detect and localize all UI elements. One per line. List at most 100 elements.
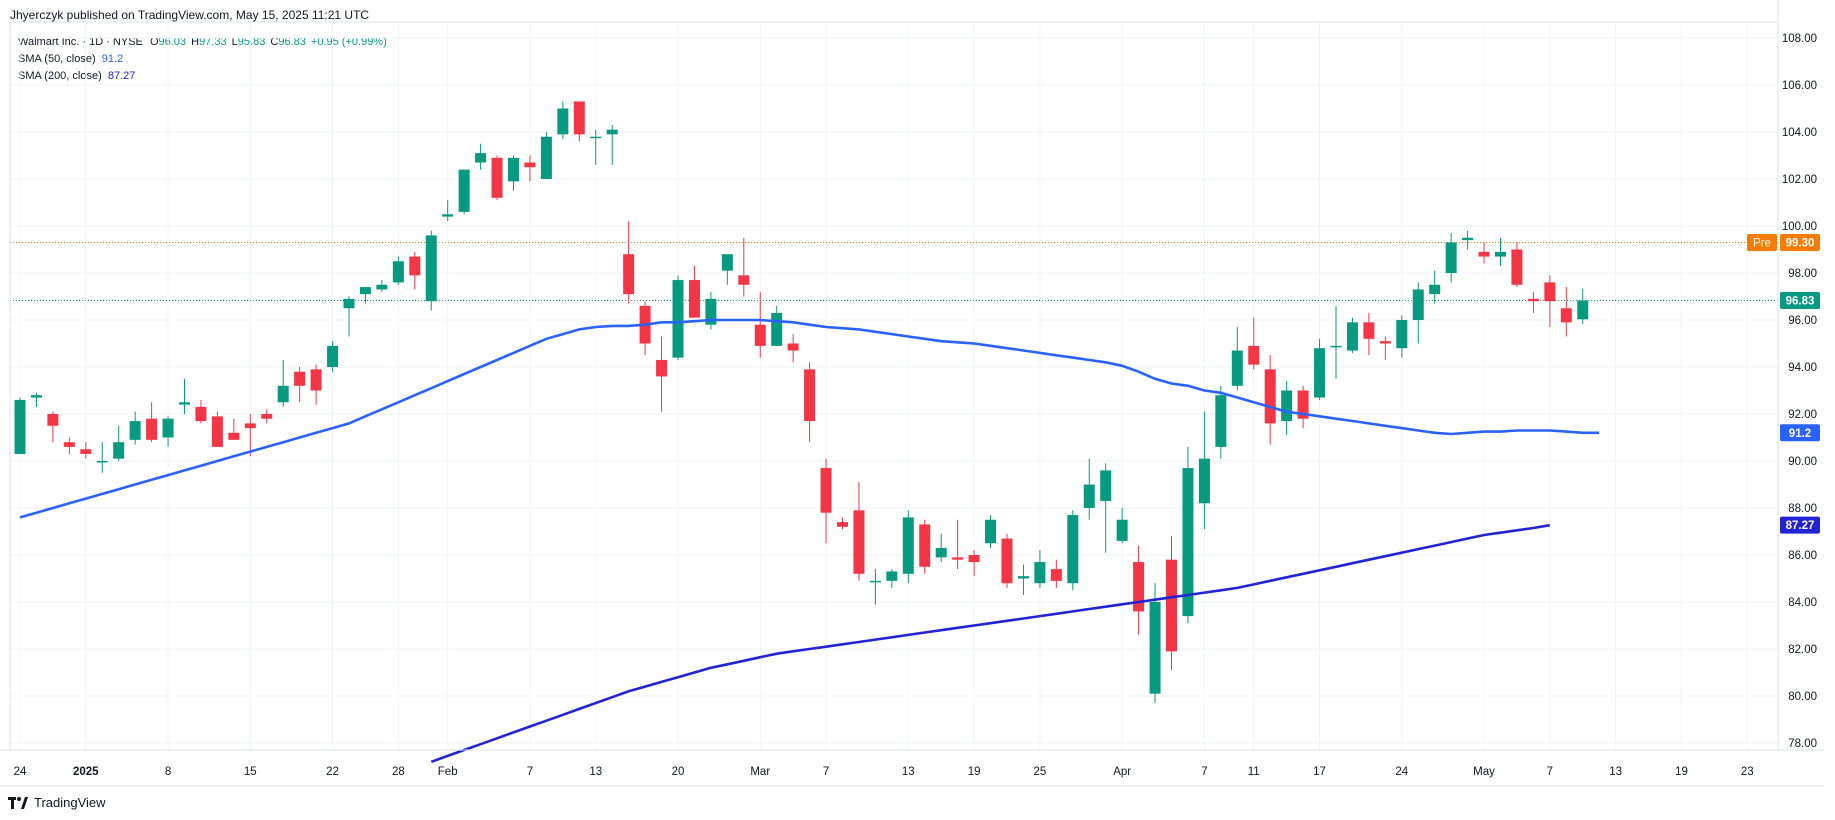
candle[interactable]: [787, 334, 799, 363]
candle[interactable]: [211, 411, 223, 447]
candle[interactable]: [1560, 287, 1572, 337]
candle[interactable]: [1281, 381, 1293, 436]
candle[interactable]: [606, 124, 618, 165]
candle[interactable]: [261, 409, 273, 424]
candle[interactable]: [738, 237, 750, 297]
candle[interactable]: [623, 221, 635, 304]
candle[interactable]: [968, 550, 980, 577]
candle[interactable]: [1149, 583, 1161, 704]
candle[interactable]: [1330, 305, 1342, 379]
candle[interactable]: [179, 378, 190, 414]
candle[interactable]: [442, 200, 454, 222]
candle[interactable]: [475, 143, 487, 170]
candle[interactable]: [1577, 288, 1589, 324]
candle[interactable]: [1166, 536, 1177, 671]
candle[interactable]: [113, 425, 125, 461]
candle[interactable]: [1396, 315, 1408, 358]
candle[interactable]: [1363, 312, 1375, 356]
candle[interactable]: [1478, 242, 1490, 264]
candle[interactable]: [80, 442, 92, 459]
candle[interactable]: [1067, 510, 1079, 591]
candle[interactable]: [853, 482, 865, 581]
candle[interactable]: [327, 341, 339, 372]
time-axis[interactable]: 24 2025 8 15 22 28 Feb 7 13 20 Mar 7 13 19 25 Apr 7 11 17 2…: [14, 766, 1754, 778]
candle[interactable]: [392, 256, 404, 285]
candle[interactable]: [425, 230, 437, 311]
candle[interactable]: [869, 569, 881, 605]
candle[interactable]: [458, 169, 470, 215]
candle[interactable]: [557, 101, 569, 140]
symbol-row[interactable]: Walmart Inc. · 1D · NYSE O96.03 H97.33 L…: [18, 34, 387, 51]
candle[interactable]: [228, 418, 240, 440]
candle[interactable]: [688, 265, 700, 318]
candle[interactable]: [1379, 336, 1391, 360]
candle[interactable]: [14, 397, 26, 454]
candle[interactable]: [804, 362, 816, 443]
candle[interactable]: [359, 287, 371, 304]
candle[interactable]: [902, 510, 914, 584]
candle[interactable]: [30, 392, 42, 407]
candle[interactable]: [195, 399, 207, 424]
sma50-legend-row[interactable]: SMA (50, close) 91.2: [18, 51, 387, 68]
candle[interactable]: [820, 458, 832, 544]
candle[interactable]: [129, 411, 141, 445]
candle[interactable]: [277, 359, 289, 407]
candle[interactable]: [886, 569, 898, 588]
candle[interactable]: [1264, 355, 1276, 445]
candle[interactable]: [146, 402, 158, 443]
candle[interactable]: [1231, 327, 1243, 391]
candle[interactable]: [508, 155, 519, 191]
candle[interactable]: [1133, 545, 1145, 635]
candle[interactable]: [63, 437, 75, 454]
candle[interactable]: [524, 155, 536, 182]
candle[interactable]: [1248, 317, 1260, 370]
candle[interactable]: [491, 155, 503, 201]
candle[interactable]: [1544, 275, 1556, 328]
candle[interactable]: [310, 364, 322, 405]
candle[interactable]: [1495, 237, 1506, 266]
candle[interactable]: [573, 101, 585, 142]
candle[interactable]: [1083, 458, 1095, 520]
sma200-legend-row[interactable]: SMA (200, close) 87.27: [18, 68, 387, 85]
candle[interactable]: [1511, 242, 1523, 288]
candle[interactable]: [1017, 564, 1029, 595]
candle[interactable]: [1462, 230, 1474, 250]
price-axis[interactable]: 78.00 80.00 82.00 84.00 86.00 88.00 90.00 92.00…: [1782, 33, 1817, 750]
candle[interactable]: [771, 305, 783, 346]
candle[interactable]: [244, 414, 256, 457]
candle[interactable]: [837, 517, 848, 530]
candle[interactable]: [540, 132, 552, 179]
candle[interactable]: [162, 416, 174, 447]
candle[interactable]: [376, 280, 388, 292]
candle[interactable]: [590, 129, 602, 165]
candle[interactable]: [985, 515, 997, 548]
candle[interactable]: [1297, 385, 1309, 429]
candle[interactable]: [1050, 559, 1062, 588]
candle[interactable]: [1346, 317, 1358, 353]
candle[interactable]: [343, 296, 355, 337]
candle[interactable]: [1001, 533, 1013, 588]
candle[interactable]: [1034, 550, 1046, 588]
candle[interactable]: [409, 251, 421, 290]
candle[interactable]: [96, 442, 108, 473]
candle[interactable]: [47, 411, 59, 443]
candle[interactable]: [294, 367, 306, 403]
candle[interactable]: [1198, 411, 1210, 530]
candle[interactable]: [1445, 233, 1457, 283]
candle[interactable]: [1116, 508, 1128, 544]
candle[interactable]: [656, 336, 668, 412]
candle[interactable]: [919, 519, 931, 574]
candle[interactable]: [1314, 338, 1326, 400]
candle[interactable]: [935, 533, 947, 563]
candle[interactable]: [721, 254, 733, 285]
candle[interactable]: [705, 291, 717, 330]
candle[interactable]: [1429, 270, 1441, 304]
tradingview-brand[interactable]: TradingView: [8, 795, 106, 810]
candle[interactable]: [952, 519, 964, 570]
candle[interactable]: [1215, 385, 1227, 459]
candle[interactable]: [639, 301, 651, 356]
candle[interactable]: [754, 291, 766, 358]
candle[interactable]: [672, 275, 684, 360]
candle[interactable]: [1412, 282, 1424, 344]
